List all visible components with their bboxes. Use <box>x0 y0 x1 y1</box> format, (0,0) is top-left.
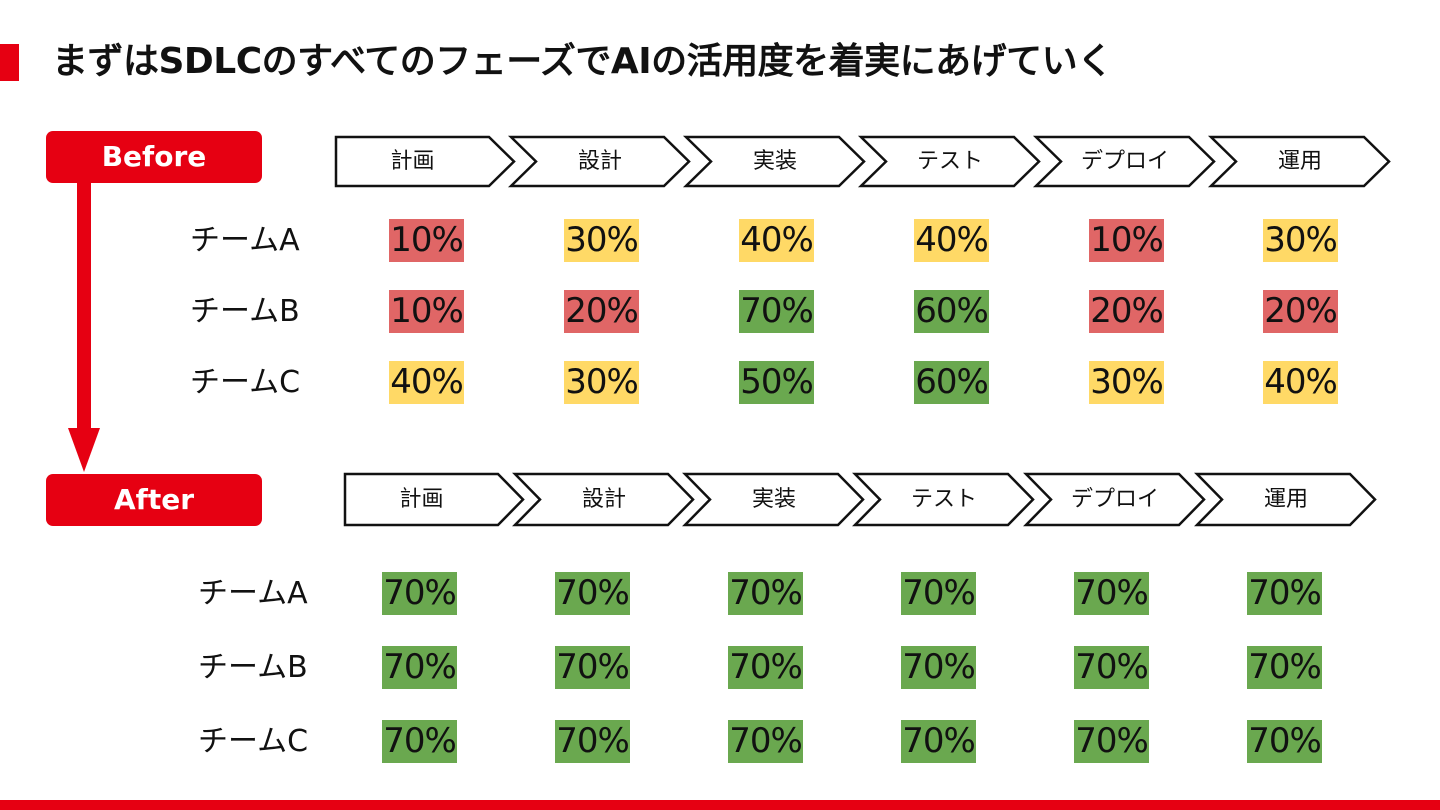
before-usage-cell: 10% <box>1089 219 1164 262</box>
after-team-label: チームB <box>198 650 308 685</box>
before-team-label: チームB <box>190 294 300 329</box>
before-badge: Before <box>46 131 262 183</box>
after-usage-cell: 70% <box>555 646 630 689</box>
before-phase-label: 実装 <box>752 149 797 174</box>
before-usage-cell: 40% <box>389 361 464 404</box>
before-usage-cell: 60% <box>914 290 989 333</box>
before-usage-cell: 40% <box>1263 361 1338 404</box>
after-usage-cell: 70% <box>1247 572 1322 615</box>
after-phase-label: 運用 <box>1263 487 1308 512</box>
after-usage-cell: 70% <box>382 720 457 763</box>
after-team-label: チームC <box>198 724 309 759</box>
after-usage-cell: 70% <box>555 720 630 763</box>
after-usage-cell: 70% <box>728 572 803 615</box>
before-usage-cell: 20% <box>1263 290 1338 333</box>
before-usage-cell: 10% <box>389 290 464 333</box>
slide-title: まずはSDLCのすべてのフェーズでAIの活用度を着実にあげていく <box>52 41 1113 82</box>
after-usage-cell: 70% <box>1247 646 1322 689</box>
after-phase-label: 計画 <box>399 487 444 512</box>
after-phase-label: テスト <box>910 487 977 512</box>
after-phase-label: デプロイ <box>1070 487 1159 512</box>
title-accent-bar <box>0 44 19 81</box>
after-usage-cell: 70% <box>555 572 630 615</box>
before-phase-label: テスト <box>916 149 983 174</box>
before-usage-cell: 30% <box>1089 361 1164 404</box>
before-usage-cell: 30% <box>564 361 639 404</box>
after-phase-label: 設計 <box>581 487 626 512</box>
before-usage-cell: 20% <box>1089 290 1164 333</box>
before-usage-cell: 60% <box>914 361 989 404</box>
after-phase-chevron <box>852 472 1035 527</box>
before-phase-chevron <box>507 135 691 188</box>
after-team-label: チームA <box>198 576 308 611</box>
after-phase-chevron <box>1023 472 1206 527</box>
before-phase-chevron <box>1207 135 1391 188</box>
before-phase-chevron <box>682 135 866 188</box>
after-usage-cell: 70% <box>1074 720 1149 763</box>
before-usage-cell: 40% <box>739 219 814 262</box>
before-phase-label: 運用 <box>1277 149 1322 174</box>
before-usage-cell: 20% <box>564 290 639 333</box>
after-usage-cell: 70% <box>901 720 976 763</box>
before-phase-label: デプロイ <box>1080 149 1169 174</box>
after-usage-cell: 70% <box>728 720 803 763</box>
after-badge: After <box>46 474 262 526</box>
before-phase-label: 計画 <box>390 149 435 174</box>
footer-accent-bar <box>0 800 1440 810</box>
before-usage-cell: 50% <box>739 361 814 404</box>
before-phase-label: 設計 <box>577 149 622 174</box>
after-usage-cell: 70% <box>901 572 976 615</box>
before-usage-cell: 70% <box>739 290 814 333</box>
after-usage-cell: 70% <box>1074 646 1149 689</box>
before-usage-cell: 10% <box>389 219 464 262</box>
after-usage-cell: 70% <box>1074 572 1149 615</box>
before-phase-chevron <box>1032 135 1216 188</box>
after-usage-cell: 70% <box>382 572 457 615</box>
after-phase-label: 実装 <box>751 487 796 512</box>
after-phase-chevron <box>1194 472 1377 527</box>
after-phase-chevron <box>682 472 865 527</box>
before-phase-chevron <box>334 135 516 188</box>
before-usage-cell: 30% <box>564 219 639 262</box>
after-usage-cell: 70% <box>901 646 976 689</box>
after-usage-cell: 70% <box>1247 720 1322 763</box>
before-team-label: チームA <box>190 223 300 258</box>
after-phase-chevron <box>512 472 695 527</box>
before-usage-cell: 30% <box>1263 219 1338 262</box>
after-phase-chevron <box>343 472 525 527</box>
after-usage-cell: 70% <box>728 646 803 689</box>
before-phase-chevron <box>857 135 1041 188</box>
before-team-label: チームC <box>190 365 301 400</box>
before-usage-cell: 40% <box>914 219 989 262</box>
after-usage-cell: 70% <box>382 646 457 689</box>
